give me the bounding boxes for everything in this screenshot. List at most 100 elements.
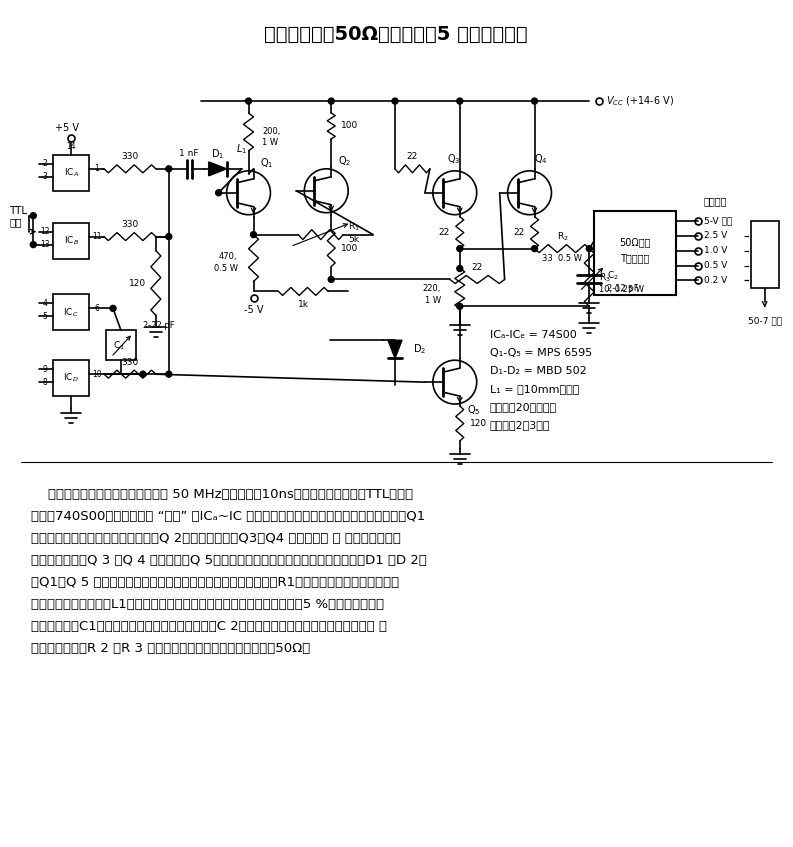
- Text: Q$_3$: Q$_3$: [446, 152, 461, 166]
- Text: 10: 10: [92, 369, 102, 379]
- Text: 0.5 W: 0.5 W: [213, 264, 238, 273]
- Circle shape: [216, 190, 221, 196]
- Text: 12: 12: [40, 227, 50, 236]
- Circle shape: [457, 303, 463, 309]
- Text: Q$_1$: Q$_1$: [260, 156, 274, 169]
- Text: 200,: 200,: [262, 127, 281, 136]
- Text: 22: 22: [406, 152, 418, 162]
- Circle shape: [508, 171, 551, 214]
- Text: T形衰减器: T形衰减器: [620, 253, 649, 263]
- Text: IC$_A$: IC$_A$: [63, 167, 79, 179]
- Text: 5k: 5k: [348, 235, 359, 244]
- Text: 11: 11: [92, 232, 102, 241]
- Text: C$_1$: C$_1$: [113, 339, 125, 352]
- Text: 50Ω四级: 50Ω四级: [619, 238, 651, 247]
- Text: 10, 0.25 W: 10, 0.25 W: [600, 285, 644, 294]
- Text: 止Q1和Q 5 处于饱和状态。为了调节这一电路，就要调节电位器R1，使输出脉冲上升时间最佳。: 止Q1和Q 5 处于饱和状态。为了调节这一电路，就要调节电位器R1，使输出脉冲上…: [31, 576, 400, 589]
- Text: D$_2$: D$_2$: [413, 342, 426, 356]
- Text: 330: 330: [121, 357, 139, 367]
- Bar: [53, 223, 89, 258]
- Text: 可调节电容器C1，以控制前冲。还要借助于电容器C 2对输出脉冲进一步进行整形。当脉冲接 通: 可调节电容器C1，以控制前冲。还要借助于电容器C 2对输出脉冲进一步进行整形。当…: [31, 620, 387, 633]
- Circle shape: [227, 171, 270, 214]
- Text: 1: 1: [94, 164, 99, 174]
- Text: $V_{CC}$ (+14-6 V): $V_{CC}$ (+14-6 V): [607, 94, 675, 108]
- Text: 8: 8: [43, 378, 48, 386]
- Text: 驱动连接成简单射极输出器的晶体管Q 2。并联的晶体管Q3和Q4 也组成一个 射 极输出器，并驱: 驱动连接成简单射极输出器的晶体管Q 2。并联的晶体管Q3和Q4 也组成一个 射 …: [31, 532, 401, 545]
- Text: L₁ = 在10mm直径线: L₁ = 在10mm直径线: [489, 384, 579, 394]
- Text: 输入: 输入: [10, 218, 22, 228]
- Text: 圈架上獧20号标准线: 圈架上獧20号标准线: [489, 402, 557, 412]
- Text: 1 nF: 1 nF: [179, 149, 198, 158]
- Text: 9: 9: [43, 365, 48, 374]
- Circle shape: [110, 306, 116, 312]
- Polygon shape: [388, 340, 402, 358]
- Text: IC$_B$: IC$_B$: [63, 235, 79, 246]
- Text: 同轴电缆: 同轴电缆: [704, 196, 727, 206]
- Circle shape: [166, 234, 172, 240]
- Circle shape: [433, 171, 477, 214]
- Text: 100: 100: [341, 121, 358, 130]
- Text: 22: 22: [513, 228, 524, 237]
- Circle shape: [30, 241, 36, 247]
- Text: 将短脉冲馈兤50Ω同轴电缆的5 晶体管放大器: 将短脉冲馈兤50Ω同轴电缆的5 晶体管放大器: [264, 25, 528, 44]
- Circle shape: [433, 360, 477, 404]
- Bar: [594, 211, 676, 296]
- Text: 120: 120: [129, 279, 147, 288]
- Text: L$_1$: L$_1$: [236, 142, 247, 156]
- Bar: [106, 330, 136, 360]
- Text: D₁-D₂ = MBD 502: D₁-D₂ = MBD 502: [489, 366, 586, 376]
- Text: 220,: 220,: [423, 284, 441, 293]
- Text: Q₁-Q₅ = MPS 6595: Q₁-Q₅ = MPS 6595: [489, 348, 592, 358]
- Text: IC$_C$: IC$_C$: [63, 306, 79, 318]
- Text: 1k: 1k: [298, 300, 308, 309]
- Circle shape: [328, 276, 334, 282]
- Text: R$_2$: R$_2$: [557, 230, 569, 243]
- Circle shape: [328, 98, 334, 104]
- Text: 100: 100: [341, 244, 358, 253]
- Text: 2-22 pF: 2-22 pF: [143, 321, 174, 329]
- Text: +5 V: +5 V: [56, 123, 79, 133]
- Polygon shape: [209, 162, 227, 176]
- Bar: [53, 295, 89, 330]
- Circle shape: [586, 246, 592, 252]
- Text: ICₐ-ICₑ = 74S00: ICₐ-ICₑ = 74S00: [489, 330, 577, 340]
- Circle shape: [531, 246, 538, 252]
- Text: 由一个740S00型四重肖特基 “与非” 闵ICₐ~IC 驱动这一电路。连接成共射极放大器的晶体管Q1: 由一个740S00型四重肖特基 “与非” 闵ICₐ~IC 驱动这一电路。连接成共…: [31, 510, 426, 523]
- Circle shape: [140, 371, 146, 377]
- Text: 330: 330: [121, 152, 139, 162]
- Bar: [53, 155, 89, 191]
- Text: TTL: TTL: [10, 206, 28, 216]
- Text: 1.0 V: 1.0 V: [704, 246, 727, 255]
- Text: 330: 330: [121, 220, 139, 230]
- Text: 2-12 pF: 2-12 pF: [607, 284, 639, 293]
- Text: 2: 2: [43, 159, 48, 169]
- Text: C$_2$: C$_2$: [607, 269, 619, 282]
- Text: 13: 13: [40, 240, 50, 249]
- Circle shape: [305, 169, 348, 213]
- Text: 动输出电路。当Q 3 和Q 4 都截止时，Q 5就是一个低阻抗电流吸收器。肖特基二极管D1 和D 2防: 动输出电路。当Q 3 和Q 4 都截止时，Q 5就是一个低阻抗电流吸收器。肖特基…: [31, 554, 427, 567]
- Text: 4: 4: [43, 299, 48, 308]
- Text: 22: 22: [439, 228, 450, 237]
- Text: 作为峰化线圈的电感器L1应当加以调整，以使上升时间的误差不超过允许的5 %上冲。同样，也: 作为峰化线圈的电感器L1应当加以调整，以使上升时间的误差不超过允许的5 %上冲。…: [31, 598, 385, 611]
- Text: 6: 6: [94, 304, 99, 313]
- Text: Q$_5$: Q$_5$: [467, 403, 481, 417]
- Text: 3: 3: [43, 172, 48, 181]
- Circle shape: [392, 98, 398, 104]
- Circle shape: [457, 98, 463, 104]
- Text: 1 W: 1 W: [425, 296, 441, 305]
- Text: 0.2 V: 0.2 V: [704, 276, 727, 285]
- Text: 5-V 输出: 5-V 输出: [704, 216, 732, 225]
- Circle shape: [246, 98, 251, 104]
- Text: 50-7 负载: 50-7 负载: [748, 316, 782, 325]
- Text: Q$_4$: Q$_4$: [534, 152, 547, 166]
- Circle shape: [166, 371, 172, 377]
- Text: -5 V: -5 V: [243, 306, 263, 315]
- Text: Q$_2$: Q$_2$: [338, 154, 351, 168]
- Text: 14: 14: [67, 142, 76, 152]
- Text: 470,: 470,: [219, 252, 238, 261]
- Circle shape: [30, 213, 36, 219]
- Circle shape: [531, 98, 538, 104]
- Circle shape: [457, 246, 463, 252]
- Text: R$_3$: R$_3$: [600, 271, 611, 284]
- Circle shape: [166, 166, 172, 172]
